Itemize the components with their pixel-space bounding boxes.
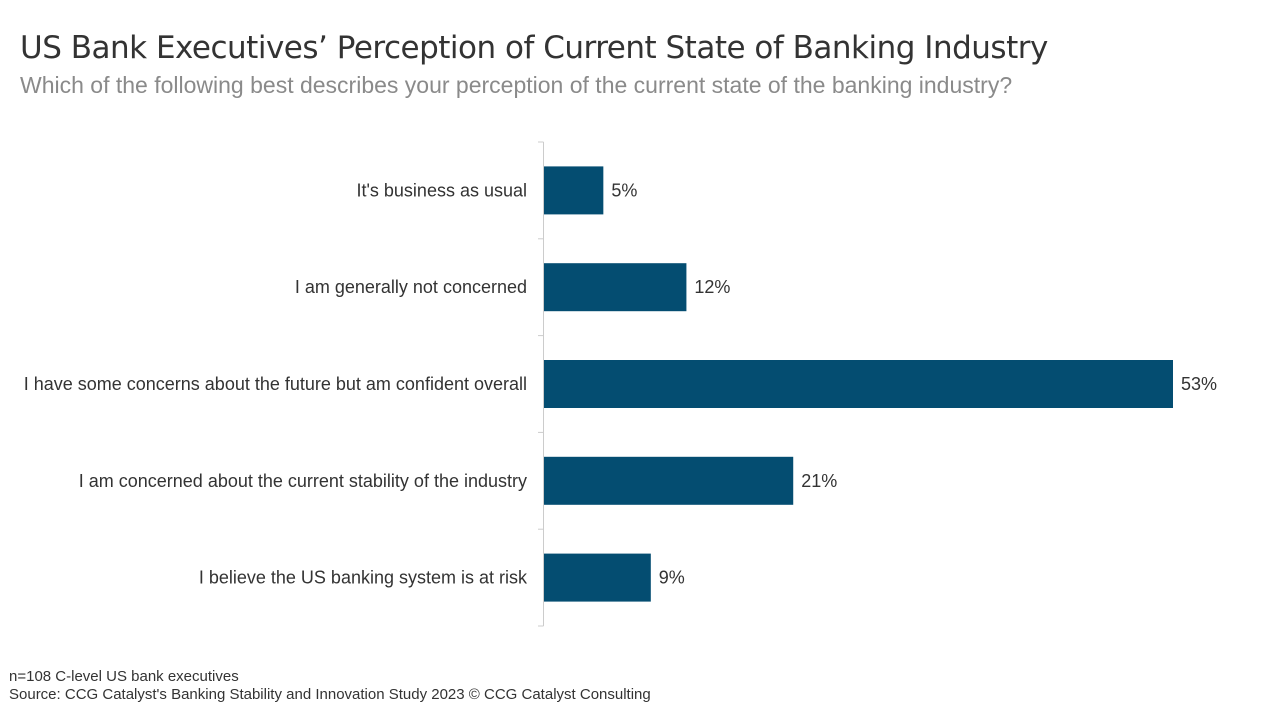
bar-chart: It's business as usual 5% I am generally n…: [24, 141, 1217, 627]
sample-size-note: n=108 C-level US bank executives: [9, 668, 239, 685]
category-label: I have some concerns about the future bu…: [24, 374, 527, 394]
category-label: I believe the US banking system is at ri…: [199, 568, 528, 588]
data-label: 21%: [801, 471, 837, 491]
category-label: It's business as usual: [356, 180, 527, 200]
data-label: 53%: [1181, 374, 1217, 394]
bar: [544, 263, 687, 312]
data-label: 12%: [694, 277, 730, 297]
chart-title: US Bank Executives’ Perception of Curren…: [20, 30, 1048, 66]
source-note: Source: CCG Catalyst's Banking Stability…: [9, 686, 651, 703]
bar: [544, 456, 794, 505]
chart-subtitle: Which of the following best describes yo…: [20, 72, 1013, 98]
bar: [544, 166, 604, 215]
category-label: I am concerned about the current stabili…: [79, 471, 527, 491]
bar: [544, 553, 651, 602]
category-label: I am generally not concerned: [295, 277, 527, 297]
data-label: 5%: [611, 180, 637, 200]
data-label: 9%: [659, 568, 685, 588]
bar: [544, 360, 1173, 408]
